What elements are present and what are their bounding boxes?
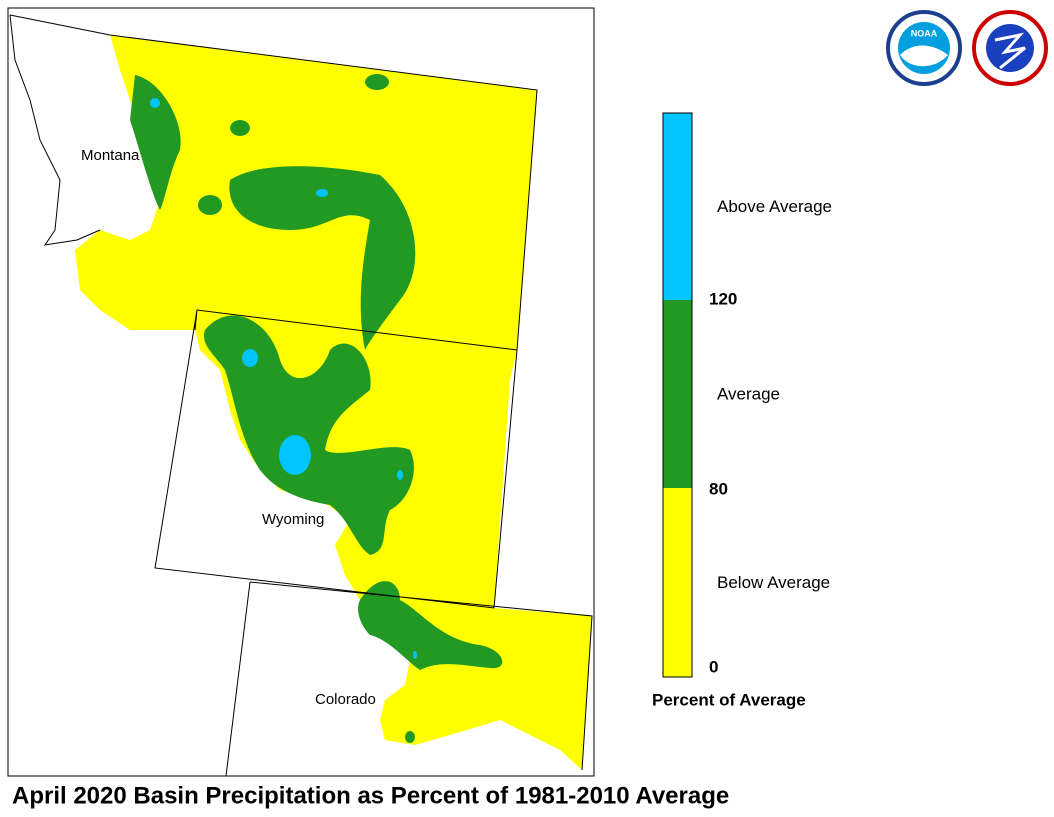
legend-label: Below Average: [717, 573, 830, 592]
average-area: [405, 731, 415, 743]
legend-title: Percent of Average: [652, 690, 806, 709]
above-average-area: [316, 189, 328, 197]
above-average-area: [279, 435, 311, 475]
average-area: [198, 195, 222, 215]
above-average-area: [242, 349, 258, 367]
page-title: April 2020 Basin Precipitation as Percen…: [12, 782, 729, 809]
average-area: [365, 74, 389, 90]
noaa-logo-text: NOAA: [911, 28, 938, 38]
average-area: [358, 581, 503, 670]
average-area: [230, 120, 250, 136]
state-label: Wyoming: [262, 511, 324, 528]
average-area: [204, 315, 414, 555]
legend-tick-label: 0: [709, 657, 718, 676]
above-average-area: [397, 470, 403, 480]
legend: Percent of Average Above Average Average B…: [652, 112, 832, 709]
legend-label: Above Average: [717, 197, 832, 216]
legend-swatch: [663, 300, 692, 488]
legend-tick-label: 120: [709, 289, 737, 308]
logos: NOAA: [886, 10, 1048, 86]
legend-label: Average: [717, 384, 780, 403]
state-label: Colorado: [315, 691, 376, 708]
average-area: [130, 75, 181, 210]
legend-swatch: [663, 113, 692, 300]
noaa-logo: [900, 45, 948, 67]
legend-swatch: [663, 488, 692, 677]
legend-tick-label: 80: [709, 479, 728, 498]
legend-frame: [662, 112, 693, 678]
above-average-area: [150, 98, 160, 108]
nws-logo: [994, 32, 1026, 70]
state-border: [9, 14, 593, 777]
average-area: [229, 166, 416, 350]
above-average-area: [413, 651, 417, 659]
map: Montana Wyoming Colorado: [9, 14, 593, 777]
state-label: Montana: [81, 147, 140, 164]
